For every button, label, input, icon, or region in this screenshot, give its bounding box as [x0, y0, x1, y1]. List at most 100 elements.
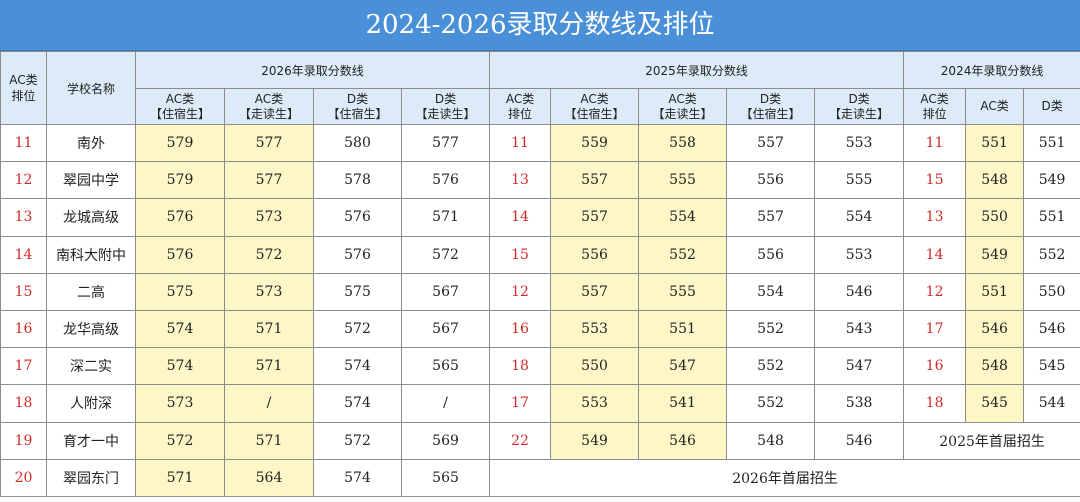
rank-2025-cell: 14 — [489, 198, 552, 237]
rank-2024-cell: 13 — [903, 198, 967, 237]
rank-2024-cell: 11 — [903, 123, 967, 163]
score-2025-cell: 556 — [550, 235, 640, 274]
score-2026-cell: 573 — [135, 384, 225, 423]
score-2024-cell: 550 — [1023, 272, 1080, 311]
subheader-2025-1: AC类 【住宿生】 — [550, 88, 640, 125]
score-2026-cell: / — [400, 384, 491, 423]
header-group-2026: 2026年录取分数线 — [134, 51, 491, 89]
score-2026-cell: 579 — [135, 161, 225, 200]
score-2025-cell: 549 — [550, 421, 640, 460]
score-2026-cell: 576 — [313, 198, 402, 237]
score-2026-cell: 571 — [135, 458, 225, 497]
score-2025-cell: 553 — [814, 123, 905, 163]
table-row: 11 南外 579 577 580 577 11 559 558 557 553 11 551 551 — [0, 123, 1080, 163]
note-2025-cell: 2026年首届招生 — [489, 458, 1080, 497]
header-school: 学校名称 — [46, 51, 136, 125]
score-2025-cell: 546 — [814, 421, 905, 460]
rank-2025-cell: 12 — [489, 272, 552, 311]
score-2026-cell: 569 — [400, 421, 491, 460]
ac-rank-cell: 12 — [0, 161, 47, 200]
rank-2025-cell: 15 — [489, 235, 552, 274]
score-2024-cell: 548 — [965, 161, 1025, 200]
score-2026-cell: 571 — [224, 347, 314, 386]
score-2025-cell: 553 — [550, 384, 640, 423]
table-row: 20 翠园东门 571 564 574 565 2026年首届招生 — [0, 458, 1080, 497]
score-2024-cell: 549 — [965, 235, 1025, 274]
score-2025-cell: 558 — [638, 123, 728, 163]
table-row: 18 人附深 573/574/17 553 541 552 538 18 545 544 — [0, 384, 1080, 423]
score-2024-cell: 544 — [1023, 384, 1080, 423]
score-2025-cell: 554 — [814, 198, 905, 237]
score-2026-cell: / — [224, 384, 314, 423]
rank-2025-cell: 16 — [489, 309, 552, 349]
ac-rank-cell: 18 — [0, 384, 47, 423]
school-name-cell: 翠园中学 — [46, 161, 136, 200]
score-2025-cell: 556 — [726, 161, 816, 200]
score-2026-cell: 574 — [313, 384, 402, 423]
school-name-cell: 人附深 — [46, 384, 136, 423]
note-2024-cell: 2025年首届招生 — [903, 421, 1080, 460]
score-2025-cell: 548 — [726, 421, 816, 460]
score-2026-cell: 572 — [313, 309, 402, 349]
school-name-cell: 二高 — [46, 272, 136, 311]
score-2025-cell: 547 — [638, 347, 728, 386]
rank-2025-cell: 17 — [489, 384, 552, 423]
score-2026-cell: 572 — [400, 235, 491, 274]
score-2025-cell: 557 — [550, 198, 640, 237]
subheader-2024-0: AC类 排位 — [903, 88, 967, 125]
ac-rank-cell: 11 — [0, 123, 47, 163]
score-2026-cell: 580 — [313, 123, 402, 163]
subheader-2025-3: D类 【住宿生】 — [726, 88, 816, 125]
score-2026-cell: 577 — [224, 161, 314, 200]
score-2025-cell: 557 — [550, 161, 640, 200]
score-2024-cell: 548 — [965, 347, 1025, 386]
ac-rank-cell: 19 — [0, 421, 47, 460]
score-2026-cell: 565 — [400, 458, 491, 497]
score-2026-cell: 576 — [135, 198, 225, 237]
rank-2024-cell: 17 — [903, 309, 967, 349]
header-ac-rank: AC类排位 — [0, 51, 47, 125]
school-name-cell: 南科大附中 — [46, 235, 136, 274]
subheader-row: AC类 【住宿生】 AC类 【走读生】 D类 【住宿生】 D类 【走读生】 AC类 排位 AC类 【住… — [1, 88, 1080, 125]
ac-rank-cell: 13 — [0, 198, 47, 237]
school-name-cell: 龙华高级 — [46, 309, 136, 349]
score-2024-cell: 551 — [965, 123, 1025, 163]
table-row: 14 南科大附中 576 572 576 572 15 556 552 556 553 14 549 55… — [0, 235, 1080, 274]
rank-2025-cell: 22 — [489, 421, 552, 460]
score-2026-cell: 565 — [400, 347, 491, 386]
score-2024-cell: 551 — [1023, 123, 1080, 163]
subheader-2025-2: AC类 【走读生】 — [638, 88, 728, 125]
score-2026-cell: 575 — [135, 272, 225, 311]
score-2026-cell: 576 — [135, 235, 225, 274]
score-2026-cell: 564 — [224, 458, 314, 497]
rank-2025-cell: 13 — [489, 161, 552, 200]
subheader-2025-0: AC类 排位 — [489, 88, 552, 125]
score-2024-cell: 551 — [1023, 198, 1080, 237]
page-title: 2024-2026录取分数线及排位 — [0, 0, 1080, 51]
rank-2024-cell: 12 — [903, 272, 967, 311]
subheader-2026-1: AC类 【走读生】 — [224, 88, 314, 125]
rank-2024-cell: 18 — [903, 384, 967, 423]
subheader-2026-3: D类 【走读生】 — [400, 88, 491, 125]
score-2025-cell: 559 — [550, 123, 640, 163]
score-2026-cell: 573 — [224, 272, 314, 311]
score-2026-cell: 571 — [224, 421, 314, 460]
score-2025-cell: 553 — [814, 235, 905, 274]
score-2025-cell: 552 — [726, 384, 816, 423]
score-2025-cell: 547 — [814, 347, 905, 386]
score-2025-cell: 538 — [814, 384, 905, 423]
subheader-2024-2: D类 — [1023, 88, 1080, 125]
score-2026-cell: 577 — [400, 123, 491, 163]
score-2025-cell: 555 — [638, 272, 728, 311]
admission-score-table: AC类排位 学校名称 2026年录取分数线 2025年录取分数线 2024年录取… — [0, 51, 1080, 497]
score-2025-cell: 553 — [550, 309, 640, 349]
score-2025-cell: 543 — [814, 309, 905, 349]
score-2026-cell: 577 — [224, 123, 314, 163]
score-2026-cell: 571 — [224, 309, 314, 349]
score-2026-cell: 575 — [313, 272, 402, 311]
subheader-2025-4: D类 【走读生】 — [814, 88, 905, 125]
rank-2024-cell: 15 — [903, 161, 967, 200]
table-row: 16 龙华高级 574 571 572 567 16 553 551 552 543 17 546 546 — [0, 309, 1080, 349]
table-row: 12 翠园中学 579 577 578 576 13 557 555 556 555 15 548 549 — [0, 161, 1080, 200]
rank-2024-cell: 14 — [903, 235, 967, 274]
